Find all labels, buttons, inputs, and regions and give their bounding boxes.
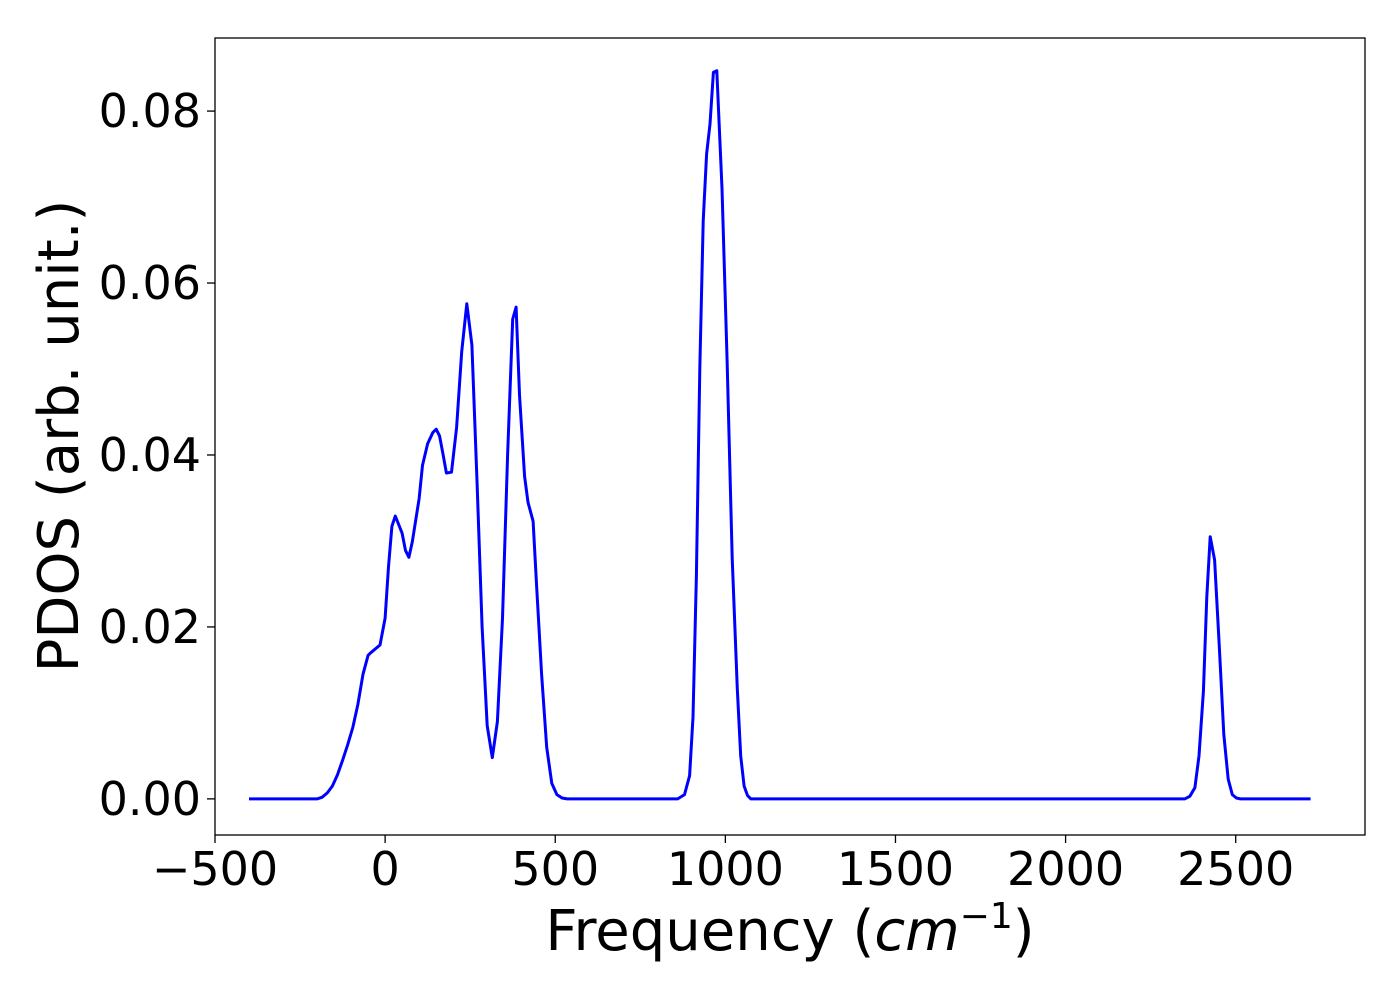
x-tick-label: −500 [152, 842, 278, 896]
x-tick-label: 1500 [837, 842, 954, 896]
y-axis-ticks: 0.00 0.02 0.04 0.06 0.08 [99, 84, 215, 826]
plot-area-frame [214, 37, 1366, 836]
y-tick-label: 0.08 [99, 84, 201, 138]
y-tick-label: 0.02 [99, 600, 201, 654]
x-tick-label: 500 [511, 842, 599, 896]
x-axis-title: Frequency (cm−1) [545, 896, 1034, 964]
x-tick-label: 1000 [667, 842, 784, 896]
y-axis-title: PDOS (arb. unit.) [27, 200, 92, 673]
x-axis-ticks: −500 0 500 1000 1500 2000 2500 [152, 835, 1294, 896]
y-tick-label: 0.04 [99, 428, 201, 482]
y-tick-label: 0.00 [99, 772, 201, 826]
x-tick-label: 0 [370, 842, 399, 896]
x-tick-label: 2500 [1177, 842, 1294, 896]
pdos-series-line [249, 69, 1311, 801]
y-tick-label: 0.06 [99, 256, 201, 310]
x-tick-label: 2000 [1007, 842, 1124, 896]
